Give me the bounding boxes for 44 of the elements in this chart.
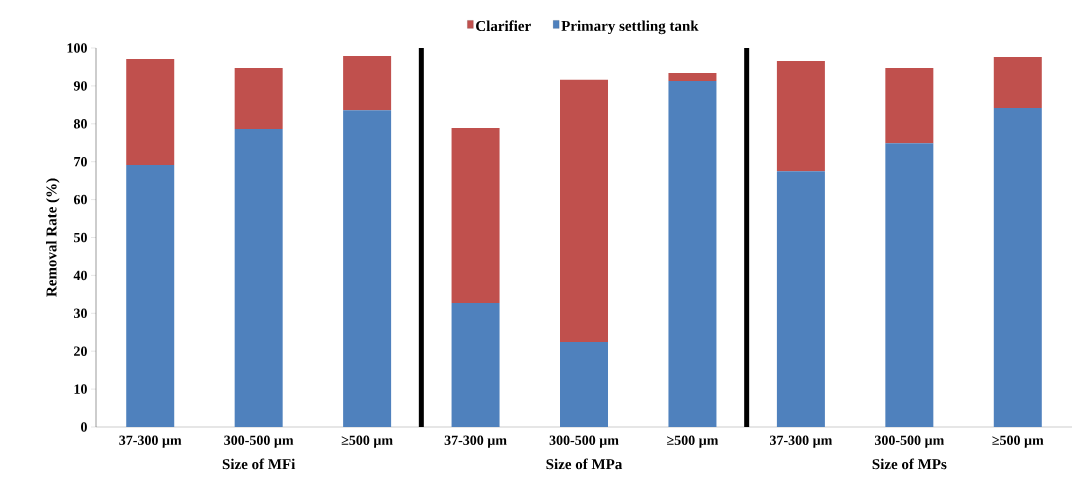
legend-label: Primary settling tank — [561, 20, 699, 35]
bar — [776, 60, 825, 172]
text: Size of MFi — [222, 458, 296, 470]
bar — [560, 342, 609, 427]
y-tick-label: 0 — [81, 422, 87, 432]
bar — [993, 107, 1042, 427]
y-tick-label: 20 — [74, 346, 87, 356]
y-tick-label: 40 — [73, 270, 87, 281]
y-tick-label: 90 — [73, 81, 87, 91]
bar — [343, 110, 392, 427]
x-tick-label: 37-300 µm — [119, 435, 182, 448]
bar — [885, 143, 934, 427]
x-tick-label: ≥500 µm — [992, 435, 1044, 448]
bar — [560, 79, 609, 343]
x-tick-label: 37-300 µm — [444, 435, 507, 448]
text: Size of MPs — [872, 458, 947, 470]
y-tick-label: 100 — [67, 43, 87, 53]
legend-label: Clarifier — [476, 20, 531, 32]
x-tick-label: 300-500 µm — [874, 435, 945, 448]
y-tick-label: 50 — [74, 232, 87, 243]
bar — [451, 127, 500, 304]
y-tick-label: 30 — [74, 308, 87, 319]
bar — [668, 73, 717, 81]
bar — [234, 68, 283, 130]
x-tick-label: ≥500 µm — [667, 435, 719, 448]
text: Size of MPa — [546, 458, 623, 470]
y-tick-label: 70 — [74, 156, 87, 167]
x-tick-label: ≥500 µm — [341, 435, 393, 448]
bar — [126, 58, 175, 166]
bar — [993, 57, 1042, 108]
bar — [668, 80, 717, 427]
bar — [776, 171, 825, 427]
bar — [343, 55, 392, 111]
bar — [126, 165, 175, 427]
bar — [234, 129, 283, 427]
bar — [451, 303, 500, 427]
y-tick-label: 80 — [73, 119, 87, 129]
bar — [885, 68, 934, 144]
x-tick-label: 300-500 µm — [549, 435, 619, 448]
y-tick-label: 60 — [73, 194, 87, 205]
x-tick-label: 37-300 µm — [769, 435, 833, 448]
x-tick-label: 300-500 µm — [224, 435, 294, 448]
y-axis-title: Removal Rate (%) — [46, 178, 60, 297]
y-tick-label: 10 — [74, 384, 87, 394]
